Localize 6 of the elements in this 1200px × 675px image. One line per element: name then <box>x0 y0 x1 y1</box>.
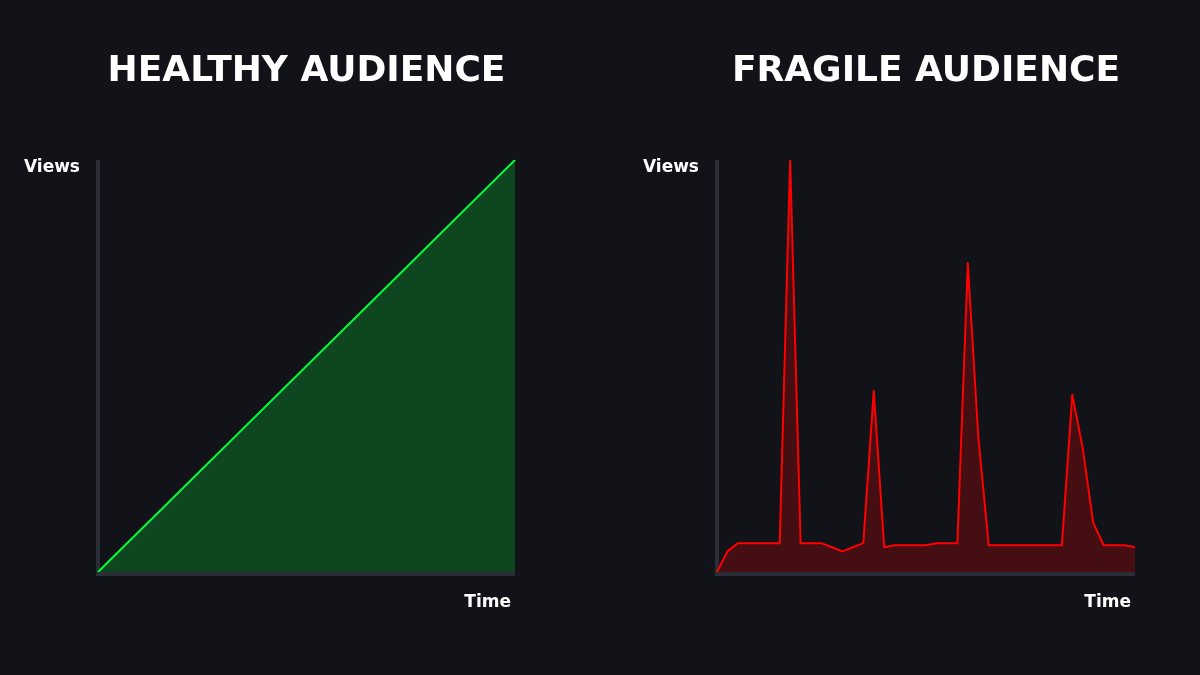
chart-title: FRAGILE AUDIENCE <box>731 48 1121 90</box>
chart-title: HEALTHY AUDIENCE <box>107 48 506 90</box>
x-axis-title: Time <box>464 591 511 612</box>
y-axis-title: Views <box>23 156 80 177</box>
y-axis-title: Views <box>642 156 699 177</box>
x-axis-title: Time <box>1084 591 1131 612</box>
